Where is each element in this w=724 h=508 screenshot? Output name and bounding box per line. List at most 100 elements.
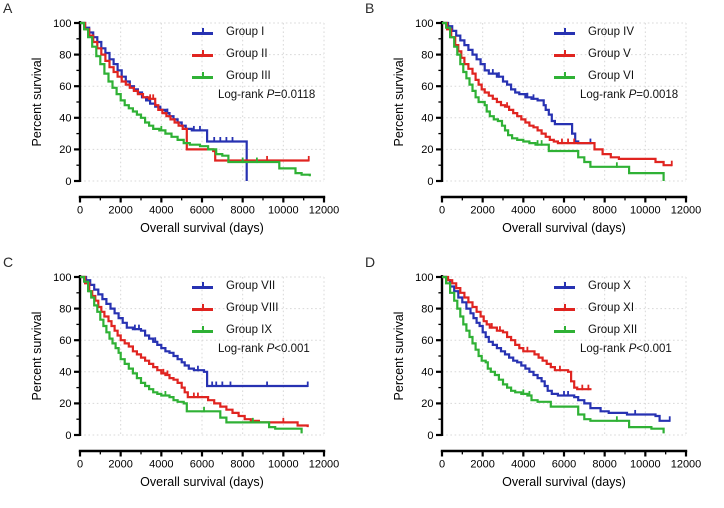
legend-item: Group IX — [192, 319, 310, 341]
survival-curve-group-xi — [442, 275, 592, 391]
panel-d: 0 2000 4000 6000 8000 10000 12000 0 20 40 60 80 100 … — [362, 254, 724, 508]
x-tick-label: 8000 — [592, 205, 616, 217]
axis-ticks — [436, 275, 688, 457]
legend: Group VII Group VIII Group IX Log-rank P… — [192, 275, 310, 363]
panel-c: 0 2000 4000 6000 8000 10000 12000 0 20 40 60 80 100 … — [0, 254, 362, 508]
axis-ticks — [74, 275, 326, 457]
x-tick-label: 2000 — [108, 459, 132, 471]
x-tick-label: 8000 — [230, 459, 254, 471]
tick-labels: 0 2000 4000 6000 8000 10000 12000 0 20 40 60 80 100 — [415, 18, 701, 217]
survival-curve-marker-icon — [192, 326, 213, 334]
survival-curve-marker-icon — [554, 28, 575, 36]
gridlines — [80, 276, 325, 436]
y-tick-label: 100 — [415, 272, 433, 284]
survival-curve-group-x — [442, 275, 671, 422]
survival-plot-c: 0 2000 4000 6000 8000 10000 12000 0 20 40 60 80 100 — [53, 272, 339, 471]
legend: Group X Group XI Group XII Log-rank P<0.… — [554, 275, 672, 363]
panel-letter-c: C — [3, 254, 14, 270]
x-axis-title: Overall survival (days) — [140, 475, 264, 489]
legend-item: Group VI — [554, 65, 678, 87]
logrank-value: <0.001 — [274, 343, 310, 355]
survival-curve-group-viii — [80, 275, 309, 428]
y-tick-label: 0 — [427, 430, 433, 442]
y-tick-label: 20 — [421, 144, 433, 156]
legend: Group IV Group V Group VI Log-rank P=0.0… — [554, 21, 678, 109]
x-tick-label: 8000 — [230, 205, 254, 217]
x-tick-label: 2000 — [470, 459, 494, 471]
logrank-p-symbol: P — [628, 343, 637, 355]
survival-curve-group-iii — [80, 21, 311, 177]
y-tick-label: 0 — [65, 176, 71, 188]
logrank-pvalue: Log-rank P<0.001 — [580, 343, 672, 363]
y-tick-label: 60 — [59, 335, 71, 347]
y-tick-label: 20 — [59, 144, 71, 156]
survival-curve-marker-icon — [192, 50, 213, 58]
x-tick-label: 8000 — [592, 459, 616, 471]
y-tick-label: 40 — [421, 367, 433, 379]
legend-label: Group III — [226, 70, 271, 82]
tick-labels: 0 2000 4000 6000 8000 10000 12000 0 20 40 60 80 100 — [53, 18, 339, 217]
x-tick-label: 6000 — [552, 459, 576, 471]
legend-label: Group XI — [588, 302, 635, 314]
x-tick-label: 4000 — [511, 459, 535, 471]
y-tick-label: 60 — [421, 81, 433, 93]
logrank-value: =0.0118 — [274, 89, 316, 101]
logrank-prefix: Log-rank — [218, 343, 267, 355]
survival-plot-a: 0 2000 4000 6000 8000 10000 12000 0 20 40 60 80 100 — [53, 18, 339, 217]
legend-label: Group XII — [588, 324, 638, 336]
gridlines — [442, 276, 687, 436]
logrank-prefix: Log-rank — [580, 89, 629, 101]
logrank-p-symbol: P — [266, 343, 275, 355]
x-tick-label: 12000 — [671, 459, 702, 471]
survival-curve-group-v — [442, 21, 673, 167]
legend-item: Group XI — [554, 297, 672, 319]
legend-label: Group VII — [226, 280, 276, 292]
x-tick-label: 4000 — [149, 459, 173, 471]
logrank-pvalue: Log-rank P=0.0018 — [580, 89, 678, 109]
y-axis-title: Percent survival — [392, 311, 406, 401]
x-tick-label: 12000 — [671, 205, 702, 217]
y-tick-label: 100 — [53, 272, 71, 284]
logrank-p-symbol: P — [266, 89, 275, 101]
legend-item: Group I — [192, 21, 315, 43]
y-axis-title: Percent survival — [30, 311, 44, 401]
legend-item: Group V — [554, 43, 678, 65]
survival-curve-marker-icon — [554, 326, 575, 334]
legend-label: Group I — [226, 26, 265, 38]
x-tick-label: 12000 — [309, 205, 340, 217]
legend: Group I Group II Group III Log-rank P=0.… — [192, 21, 315, 109]
y-tick-label: 60 — [59, 81, 71, 93]
survival-curve-marker-icon — [554, 282, 575, 290]
legend-item: Group VIII — [192, 297, 310, 319]
x-tick-label: 2000 — [108, 205, 132, 217]
x-tick-label: 6000 — [552, 205, 576, 217]
y-tick-label: 80 — [59, 49, 71, 61]
legend-item: Group II — [192, 43, 315, 65]
y-tick-label: 0 — [427, 176, 433, 188]
survival-plot-b: 0 2000 4000 6000 8000 10000 12000 0 20 40 60 80 100 — [415, 18, 701, 217]
y-tick-label: 20 — [421, 398, 433, 410]
x-tick-label: 10000 — [630, 205, 661, 217]
x-tick-label: 0 — [439, 205, 445, 217]
x-tick-label: 6000 — [190, 205, 214, 217]
survival-curve-group-vii — [80, 275, 309, 388]
tick-labels: 0 2000 4000 6000 8000 10000 12000 0 20 40 60 80 100 — [415, 272, 701, 471]
x-tick-label: 10000 — [630, 459, 661, 471]
legend-label: Group II — [226, 48, 268, 60]
survival-curve-marker-icon — [192, 28, 213, 36]
legend-label: Group VIII — [226, 302, 279, 314]
x-tick-label: 4000 — [149, 205, 173, 217]
panel-letter-a: A — [3, 0, 13, 16]
panel-letter-b: B — [365, 0, 375, 16]
x-axis-title: Overall survival (days) — [502, 221, 626, 235]
legend-item: Group XII — [554, 319, 672, 341]
survival-curve-marker-icon — [192, 72, 213, 80]
x-tick-label: 0 — [439, 459, 445, 471]
x-tick-label: 10000 — [268, 459, 299, 471]
tick-labels: 0 2000 4000 6000 8000 10000 12000 0 20 40 60 80 100 — [53, 272, 339, 471]
logrank-prefix: Log-rank — [580, 343, 629, 355]
logrank-pvalue: Log-rank P=0.0118 — [218, 89, 315, 109]
x-tick-label: 0 — [77, 205, 83, 217]
y-axis-title: Percent survival — [30, 57, 44, 147]
